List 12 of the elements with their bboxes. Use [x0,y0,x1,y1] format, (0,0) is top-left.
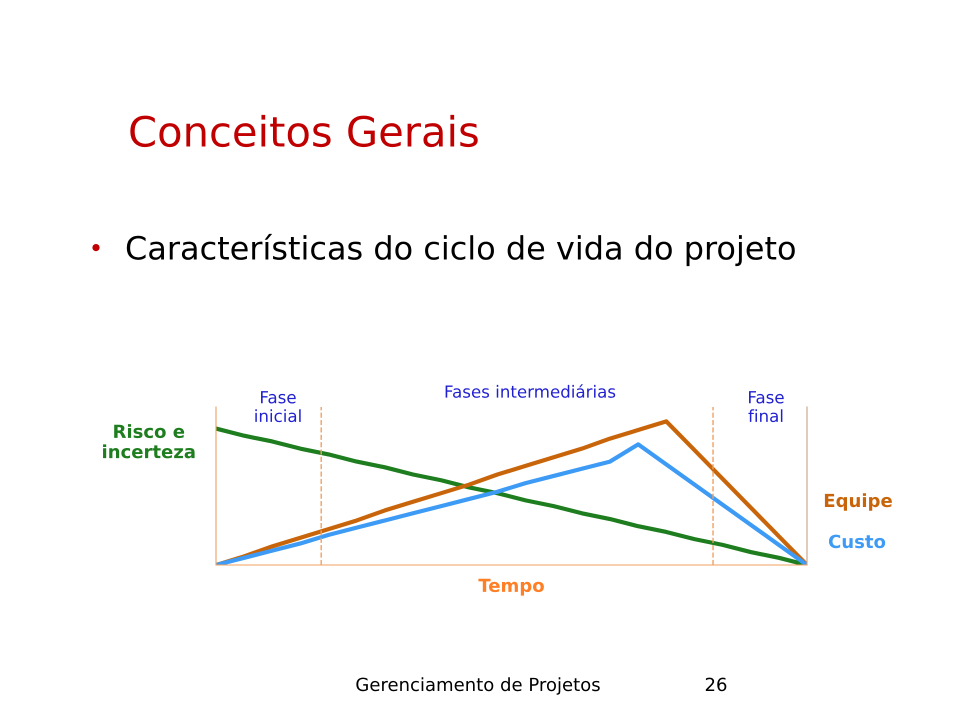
text: Equipe [824,493,892,511]
chart-subtitle: Características do ciclo de vida do projeto [126,234,795,266]
text: Fases intermediárias [446,384,616,398]
text: 26 [706,678,726,692]
annotation: Fase final [748,391,784,422]
series-label: Custo [828,534,886,548]
annotation: Fase inicial [255,391,301,422]
x-axis-title: Tempo [478,578,544,596]
text: Gerenciamento de Projetos [356,677,600,695]
text: • [92,244,100,252]
chart-title: Conceitos Gerais [130,114,478,148]
series-label: Risco e incerteza [103,424,195,458]
